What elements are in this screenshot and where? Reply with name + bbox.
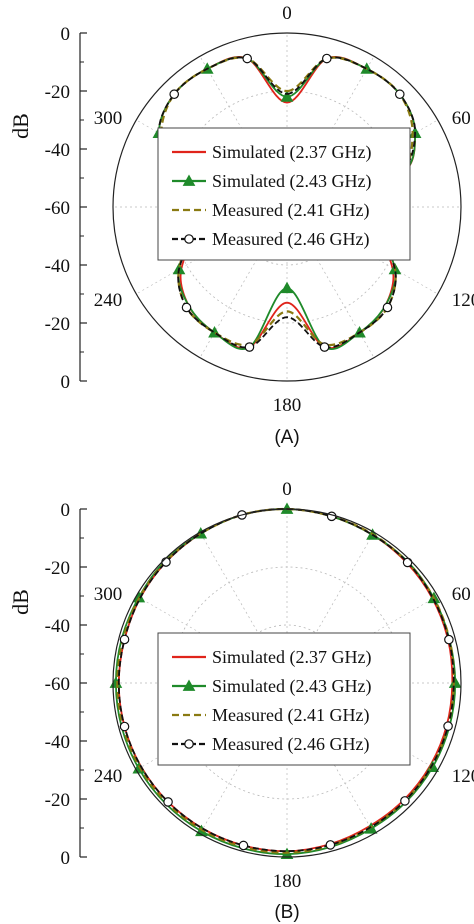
- angle-label-0: 0: [282, 479, 292, 500]
- series-4-point: [244, 342, 255, 352]
- series-4-point: [161, 557, 171, 567]
- series-4-point: [326, 511, 337, 522]
- panel-label: (B): [274, 902, 299, 923]
- legend-label-1: Simulated (2.37 GHz): [212, 647, 371, 668]
- radial-tick-label: -60: [45, 674, 70, 695]
- legend-marker-4: [184, 739, 194, 749]
- legend-label-4: Measured (2.46 GHz): [212, 734, 369, 755]
- series-4-point: [169, 89, 180, 100]
- series-4-point: [382, 302, 393, 313]
- angle-label-300: 300: [94, 584, 123, 605]
- angle-label-0: 0: [282, 3, 292, 24]
- series-2-point: [280, 281, 294, 294]
- radial-tick-label: -40: [45, 732, 70, 753]
- angle-label-180: 180: [273, 871, 302, 892]
- series-line-3: [160, 56, 414, 347]
- legend: Simulated (2.37 GHz) Simulated (2.43 GHz)…: [157, 127, 411, 261]
- series-4-point: [321, 53, 332, 64]
- radial-tick-label: -60: [45, 198, 70, 219]
- grid-spoke: [286, 532, 375, 684]
- radial-tick-label: -20: [45, 314, 70, 335]
- series-4-point: [163, 797, 173, 807]
- series-4-point: [242, 53, 253, 64]
- series-4-point: [325, 840, 336, 850]
- angle-label-60: 60: [452, 584, 471, 605]
- radial-tick-label: -20: [45, 558, 70, 579]
- angle-label-300: 300: [94, 108, 123, 129]
- radial-tick-label: -20: [45, 790, 70, 811]
- legend-label-4: Measured (2.46 GHz): [212, 229, 369, 250]
- legend-label-2: Simulated (2.43 GHz): [212, 676, 371, 697]
- series-4-point: [181, 302, 192, 313]
- series-4-point: [443, 721, 453, 731]
- grid-spoke: [199, 532, 288, 684]
- legend-label-3: Measured (2.41 GHz): [212, 200, 369, 221]
- angle-label-240: 240: [94, 290, 123, 311]
- angle-label-240: 240: [94, 766, 123, 787]
- series-2-point: [448, 676, 462, 688]
- legend-label-2: Simulated (2.43 GHz): [212, 171, 371, 192]
- panel-b: 0 60 120 180 240 300 0 -20 -40 -60 -40 -20 0 dB Simula…: [8, 479, 474, 923]
- angle-label-120: 120: [452, 290, 474, 311]
- series-4-point: [402, 557, 413, 568]
- angle-label-120: 120: [452, 766, 474, 787]
- series-4-point: [119, 721, 130, 732]
- legend-marker-4: [184, 234, 194, 244]
- radial-tick-label: 0: [61, 24, 71, 45]
- legend: Simulated (2.37 GHz) Simulated (2.43 GHz)…: [157, 632, 411, 766]
- angle-label-60: 60: [452, 108, 471, 129]
- radial-axis-title: dB: [8, 589, 33, 615]
- series-4-point: [444, 634, 454, 645]
- angle-label-180: 180: [273, 395, 302, 416]
- series-4-point: [394, 89, 405, 100]
- panel-a: 0 60 120 180 240 300 0 -20 -40 -60 -40 -20 0 dB Simula…: [8, 3, 474, 448]
- radial-tick-label: -20: [45, 82, 70, 103]
- series-line-3: [116, 507, 455, 854]
- panel-label: (A): [274, 427, 299, 448]
- series-4-point: [319, 342, 330, 352]
- radial-axis-title: dB: [8, 113, 33, 139]
- radial-tick-label: -40: [45, 140, 70, 161]
- radial-tick-label: -40: [45, 616, 70, 637]
- series-4-point: [119, 634, 130, 645]
- radial-tick-label: 0: [61, 848, 71, 869]
- outer-circle: [112, 508, 462, 858]
- radial-tick-label: 0: [61, 372, 71, 393]
- series-2-point: [280, 90, 294, 102]
- legend-marker-2: [182, 174, 196, 186]
- legend-label-1: Simulated (2.37 GHz): [212, 142, 371, 163]
- outer-circle: [112, 32, 462, 382]
- series-4-point: [238, 840, 249, 851]
- radial-tick-label: 0: [61, 500, 71, 521]
- legend-label-3: Measured (2.41 GHz): [212, 705, 369, 726]
- radial-tick-label: -40: [45, 256, 70, 277]
- series-4-point: [400, 796, 410, 806]
- legend-marker-2: [182, 679, 196, 691]
